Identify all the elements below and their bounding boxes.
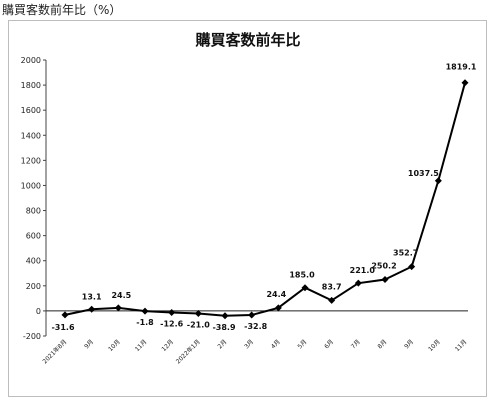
y-tick-label: 1600 bbox=[21, 106, 41, 115]
data-point bbox=[381, 276, 389, 284]
x-tick-label: 11月 bbox=[134, 338, 149, 353]
data-point bbox=[114, 304, 122, 312]
data-label: -31.6 bbox=[51, 323, 74, 332]
data-point bbox=[88, 305, 96, 313]
x-tick-label: 9月 bbox=[403, 338, 415, 350]
chart-frame bbox=[8, 20, 487, 397]
data-point bbox=[221, 312, 229, 320]
data-point bbox=[301, 284, 309, 292]
chart-title: 購買客数前年比 bbox=[194, 31, 300, 49]
data-point bbox=[61, 311, 69, 319]
series-line bbox=[64, 82, 466, 317]
x-tick-label: 11月 bbox=[454, 338, 469, 353]
data-label: 83.7 bbox=[322, 282, 342, 291]
data-label: -21.0 bbox=[187, 321, 210, 330]
data-point bbox=[461, 79, 469, 87]
data-point bbox=[141, 307, 149, 315]
x-tick-label: 7月 bbox=[350, 338, 362, 350]
y-tick-label: 1400 bbox=[21, 131, 41, 140]
y-tick-label: 0 bbox=[36, 307, 41, 316]
data-point bbox=[168, 308, 176, 316]
data-point bbox=[408, 263, 416, 271]
data-label: 1037.5 bbox=[408, 169, 439, 178]
data-label: 185.0 bbox=[289, 271, 315, 280]
x-tick-label: 3月 bbox=[243, 338, 255, 350]
data-point bbox=[328, 296, 336, 304]
x-tick-label: 2021年8月 bbox=[41, 338, 69, 366]
data-point bbox=[248, 311, 256, 319]
x-tick-label: 10月 bbox=[427, 338, 442, 353]
x-tick-label: 5月 bbox=[297, 338, 309, 350]
data-point bbox=[354, 279, 362, 287]
data-label: -12.6 bbox=[160, 319, 183, 328]
y-tick-label: 800 bbox=[26, 207, 41, 216]
x-tick-label: 12月 bbox=[160, 338, 175, 353]
data-label: -32.8 bbox=[244, 322, 267, 331]
y-tick-label: 1000 bbox=[21, 181, 41, 190]
y-tick-label: 400 bbox=[26, 257, 41, 266]
data-point bbox=[194, 310, 202, 318]
page-caption: 購買客数前年比（%） bbox=[2, 3, 122, 17]
y-tick-label: 600 bbox=[26, 232, 41, 241]
y-tick-label: 1800 bbox=[21, 81, 41, 90]
data-label: 1819.1 bbox=[446, 63, 477, 72]
data-label: 221.0 bbox=[350, 266, 376, 275]
data-label: 24.5 bbox=[111, 291, 131, 300]
data-label: 352.7 bbox=[393, 249, 418, 258]
x-tick-label: 9月 bbox=[83, 338, 95, 350]
y-tick-label: -200 bbox=[23, 332, 41, 341]
data-label: 250.2 bbox=[371, 262, 396, 271]
x-tick-label: 4月 bbox=[270, 338, 282, 350]
y-tick-label: 2000 bbox=[21, 56, 41, 65]
x-tick-label: 2022年1月 bbox=[174, 338, 202, 366]
data-label: 24.4 bbox=[266, 290, 286, 299]
data-label: -38.9 bbox=[212, 323, 235, 332]
data-point bbox=[274, 304, 282, 312]
x-tick-label: 10月 bbox=[107, 338, 122, 353]
data-point bbox=[434, 177, 442, 185]
data-label: 13.1 bbox=[82, 292, 102, 301]
x-tick-label: 8月 bbox=[377, 338, 389, 350]
x-tick-label: 2月 bbox=[217, 338, 229, 350]
x-tick-label: 6月 bbox=[323, 338, 335, 350]
y-tick-label: 200 bbox=[26, 282, 41, 291]
data-label: -1.8 bbox=[136, 318, 154, 327]
y-tick-label: 1200 bbox=[21, 156, 41, 165]
